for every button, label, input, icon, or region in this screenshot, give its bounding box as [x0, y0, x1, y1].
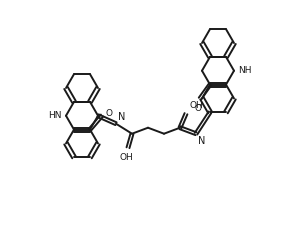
Text: O: O	[106, 109, 113, 118]
Text: N: N	[118, 112, 125, 122]
Text: HN: HN	[49, 111, 62, 120]
Text: NH: NH	[238, 66, 252, 75]
Text: O: O	[194, 104, 201, 113]
Text: OH: OH	[119, 153, 133, 162]
Text: N: N	[198, 136, 205, 146]
Text: OH: OH	[190, 101, 204, 110]
